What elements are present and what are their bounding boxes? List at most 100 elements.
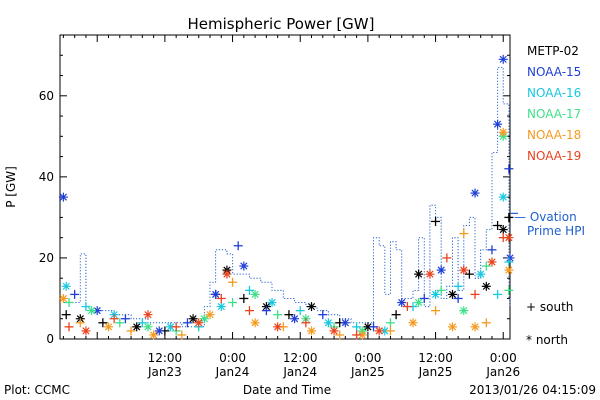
ovation-step-path xyxy=(63,66,511,328)
data-point-noaa-16 xyxy=(216,302,226,312)
x-tick-date-label: Jan25 xyxy=(350,365,385,379)
data-point-noaa-19 xyxy=(81,326,91,336)
data-point-metp-02 xyxy=(188,314,198,324)
x-tick-time-label: 0:00 xyxy=(354,351,381,365)
ovation-prime-hpi-line xyxy=(63,66,518,328)
data-point-metp-02 xyxy=(481,281,491,291)
data-point-noaa-15 xyxy=(70,289,80,299)
data-point-noaa-18 xyxy=(431,306,441,316)
y-tick-label: 0 xyxy=(46,332,54,346)
data-point-metp-02 xyxy=(504,212,514,222)
data-point-noaa-17 xyxy=(504,285,514,295)
data-point-noaa-19 xyxy=(329,326,339,336)
data-point-noaa-18 xyxy=(149,330,159,340)
data-point-noaa-16 xyxy=(323,318,333,328)
data-point-noaa-19 xyxy=(459,265,469,275)
data-point-metp-02 xyxy=(239,293,249,303)
data-point-noaa-15 xyxy=(419,293,429,303)
data-point-noaa-17 xyxy=(87,306,97,316)
legend-item-noaa-17: NOAA-17 xyxy=(527,107,581,121)
data-point-noaa-15 xyxy=(92,306,102,316)
data-point-noaa-16 xyxy=(267,298,277,308)
data-point-noaa-15 xyxy=(154,326,164,336)
data-point-noaa-15 xyxy=(453,293,463,303)
y-tick-label: 60 xyxy=(39,89,54,103)
data-point-noaa-17 xyxy=(414,298,424,308)
data-point-metp-02 xyxy=(391,310,401,320)
data-point-noaa-19 xyxy=(504,233,514,243)
x-tick-time-label: 12:00 xyxy=(283,351,318,365)
x-tick-date-label: Jan26 xyxy=(485,365,520,379)
data-point-noaa-19 xyxy=(402,302,412,312)
data-point-noaa-18 xyxy=(228,277,238,287)
satellite-data-points xyxy=(58,54,515,340)
data-point-noaa-15 xyxy=(436,265,446,275)
data-point-noaa-19 xyxy=(143,310,153,320)
data-point-metp-02 xyxy=(98,318,108,328)
marker-south-label: + south xyxy=(526,300,573,314)
data-point-noaa-17 xyxy=(64,298,74,308)
data-point-noaa-16 xyxy=(61,281,71,291)
data-point-noaa-18 xyxy=(470,322,480,332)
data-point-noaa-17 xyxy=(228,298,238,308)
x-tick-date-label: Jan23 xyxy=(147,365,182,379)
data-point-noaa-19 xyxy=(352,330,362,340)
x-tick-date-label: Jan25 xyxy=(418,365,453,379)
x-tick-time-label: 0:00 xyxy=(490,351,517,365)
data-point-noaa-15 xyxy=(505,253,515,263)
x-tick-time-label: 12:00 xyxy=(148,351,183,365)
y-tick-label: 20 xyxy=(39,251,54,265)
y-axis-label: P [GW] xyxy=(4,166,18,208)
data-point-noaa-19 xyxy=(109,314,119,324)
legend: METP-02 NOAA-15 NOAA-16 NOAA-17 NOAA-18 NOAA-… xyxy=(527,44,581,163)
chart-title: Hemispheric Power [GW] xyxy=(188,15,375,33)
data-point-noaa-17 xyxy=(385,318,395,328)
data-point-noaa-18 xyxy=(75,318,85,328)
x-axis-label: Date and Time xyxy=(243,383,331,397)
data-point-noaa-16 xyxy=(498,192,508,202)
data-point-noaa-16 xyxy=(493,289,503,299)
data-point-noaa-16 xyxy=(244,285,254,295)
data-point-noaa-19 xyxy=(171,322,181,332)
data-point-noaa-19 xyxy=(470,289,480,299)
legend-item-noaa-19: NOAA-19 xyxy=(527,149,581,163)
data-point-noaa-19 xyxy=(301,318,311,328)
data-point-noaa-18 xyxy=(58,293,68,303)
x-axis: 12:00Jan230:00Jan2412:00Jan240:00Jan2512… xyxy=(62,35,520,379)
data-point-noaa-19 xyxy=(64,322,74,332)
data-point-noaa-19 xyxy=(244,306,254,316)
data-point-noaa-15 xyxy=(233,241,243,251)
data-point-noaa-15 xyxy=(487,245,497,255)
data-point-metp-02 xyxy=(431,216,441,226)
data-point-noaa-18 xyxy=(177,330,187,340)
data-point-noaa-18 xyxy=(126,326,136,336)
legend-item-noaa-18: NOAA-18 xyxy=(527,128,581,142)
data-point-noaa-15 xyxy=(58,192,68,202)
data-point-noaa-16 xyxy=(476,269,486,279)
legend-item-noaa-16: NOAA-16 xyxy=(527,86,581,100)
data-point-noaa-17 xyxy=(115,318,125,328)
data-point-noaa-18 xyxy=(385,326,395,336)
data-point-noaa-15 xyxy=(504,164,514,174)
data-point-noaa-17 xyxy=(459,306,469,316)
data-point-metp-02 xyxy=(493,221,503,231)
data-point-noaa-15 xyxy=(470,188,480,198)
data-point-noaa-18 xyxy=(481,318,491,328)
x-tick-time-label: 0:00 xyxy=(219,351,246,365)
data-point-metp-02 xyxy=(284,310,294,320)
data-point-noaa-19 xyxy=(194,318,204,328)
data-point-noaa-18 xyxy=(498,127,508,137)
data-point-noaa-18 xyxy=(205,310,215,320)
data-point-noaa-15 xyxy=(261,306,271,316)
marker-north-label: * north xyxy=(526,333,568,347)
data-point-noaa-19 xyxy=(442,253,452,263)
data-point-noaa-15 xyxy=(498,54,508,64)
data-point-noaa-19 xyxy=(273,322,283,332)
data-point-noaa-16 xyxy=(431,289,441,299)
x-tick-date-label: Jan24 xyxy=(282,365,317,379)
data-point-noaa-17 xyxy=(143,322,153,332)
x-tick-time-label: 12:00 xyxy=(418,351,453,365)
data-point-metp-02 xyxy=(61,310,71,320)
data-point-noaa-15 xyxy=(290,314,300,324)
data-point-metp-02 xyxy=(447,289,457,299)
